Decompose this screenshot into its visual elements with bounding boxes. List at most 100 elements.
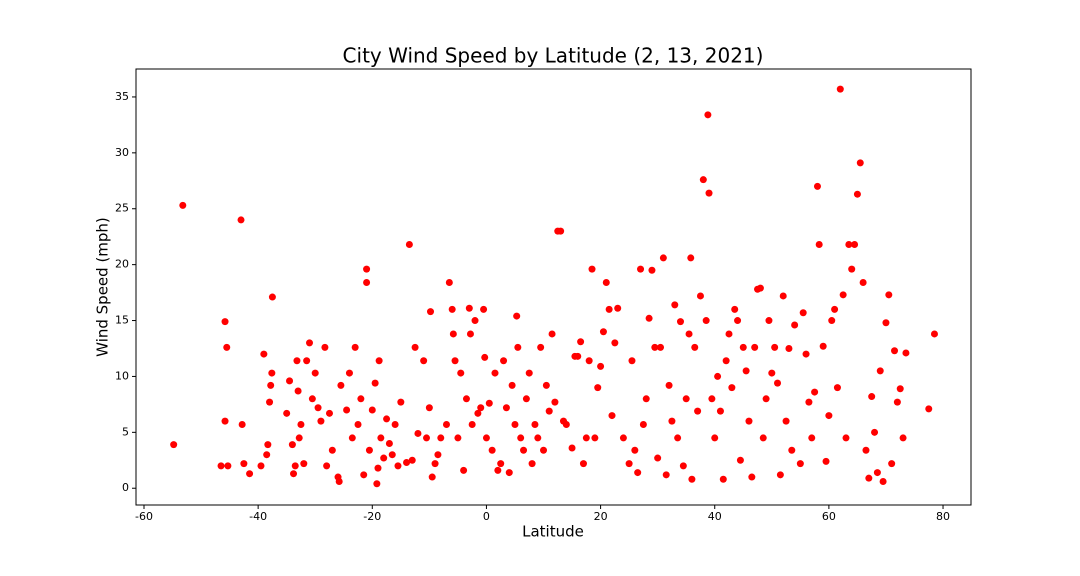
point [283, 409, 291, 417]
point [427, 308, 435, 316]
point [363, 279, 371, 287]
point [468, 421, 476, 429]
point [674, 434, 682, 442]
point [494, 466, 502, 474]
point [739, 343, 747, 351]
y-axis-label: Wind Speed (mph) [94, 217, 112, 357]
point [722, 357, 730, 365]
point [373, 480, 381, 488]
point [782, 417, 790, 425]
point [360, 471, 368, 479]
point [223, 343, 231, 351]
point [260, 350, 268, 358]
point [742, 367, 750, 375]
point [716, 407, 724, 415]
point [882, 319, 890, 327]
point [480, 305, 488, 313]
point [462, 395, 470, 403]
point [833, 384, 841, 392]
point [868, 393, 876, 401]
point [308, 395, 316, 403]
point [808, 434, 816, 442]
point [377, 434, 385, 442]
point [348, 434, 356, 442]
point [813, 182, 821, 190]
point [357, 395, 365, 403]
point [774, 379, 782, 387]
point [748, 473, 756, 481]
point [295, 434, 303, 442]
x-tick-label: -40 [249, 510, 267, 523]
point [548, 330, 556, 338]
point [520, 446, 528, 454]
point [714, 372, 722, 380]
point [836, 85, 844, 93]
point [471, 317, 479, 325]
point [431, 460, 439, 468]
point [491, 369, 499, 377]
point [602, 279, 610, 287]
point [460, 466, 468, 474]
y-tick-label: 25 [115, 202, 129, 215]
point [711, 434, 719, 442]
point [771, 343, 779, 351]
point [375, 357, 383, 365]
point [625, 460, 633, 468]
point [599, 328, 607, 336]
point [513, 312, 521, 320]
y-tick-label: 30 [115, 146, 129, 159]
point [505, 469, 513, 477]
point [762, 395, 770, 403]
point [785, 344, 793, 352]
point [403, 459, 411, 467]
point [423, 434, 431, 442]
point [634, 469, 642, 477]
point [745, 417, 753, 425]
point [221, 417, 229, 425]
point [303, 357, 311, 365]
point [888, 460, 896, 468]
point [605, 305, 613, 313]
point [685, 330, 693, 338]
point [805, 398, 813, 406]
point [659, 254, 667, 262]
point [728, 384, 736, 392]
point [537, 343, 545, 351]
point [862, 446, 870, 454]
y-tick-label: 15 [115, 314, 129, 327]
point [682, 395, 690, 403]
point [614, 304, 622, 312]
point [704, 111, 712, 119]
point [859, 279, 867, 287]
point [796, 460, 804, 468]
point [557, 227, 565, 235]
point [482, 434, 490, 442]
chart-title: City Wind Speed by Latitude (2, 13, 2021… [343, 44, 764, 68]
point [574, 352, 582, 360]
point [394, 462, 402, 470]
point [257, 462, 265, 470]
point [445, 279, 453, 287]
point [765, 317, 773, 325]
point [611, 339, 619, 347]
point [679, 462, 687, 470]
point [383, 415, 391, 423]
point [414, 429, 422, 437]
point [221, 318, 229, 326]
point [500, 357, 508, 365]
point [306, 339, 314, 347]
point [508, 381, 516, 389]
point [434, 451, 442, 459]
point [899, 434, 907, 442]
point [531, 421, 539, 429]
point [608, 412, 616, 420]
point [648, 266, 656, 274]
point [325, 409, 333, 417]
point [170, 441, 178, 449]
point [694, 407, 702, 415]
point [811, 388, 819, 396]
point [591, 434, 599, 442]
point [671, 301, 679, 309]
point [286, 377, 294, 385]
point [828, 317, 836, 325]
